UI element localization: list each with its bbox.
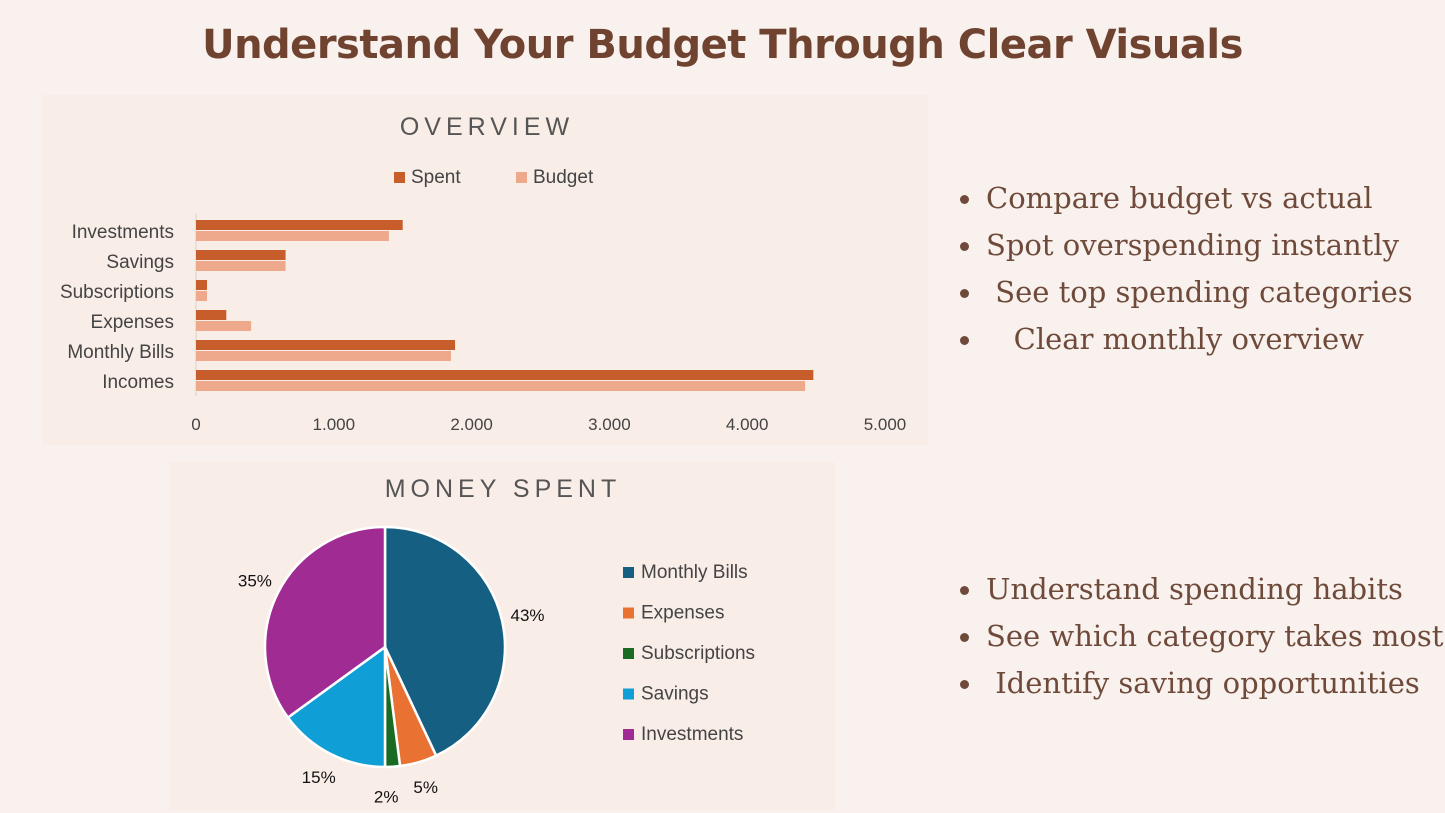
- bar-budget-savings: [196, 261, 286, 271]
- money-spent-pie-chart: MONEY SPENT 43% 5% 2% 15% 35% Monthly Bills Exp…: [238, 475, 755, 807]
- legend-swatch-subscriptions: [623, 648, 634, 659]
- pie-slice-monthly-bills: [383, 525, 507, 758]
- bar-spent-subscriptions: [196, 280, 208, 290]
- benefits-list-bottom: Understand spending habits See which cate…: [958, 566, 1443, 707]
- pie-value-label-savings: 15%: [302, 768, 336, 787]
- pie-value-label-expenses: 5%: [413, 778, 438, 797]
- x-tick-label: 2.000: [450, 415, 493, 434]
- pie-slice-investments: [263, 525, 387, 720]
- category-label-savings: Savings: [106, 252, 174, 273]
- category-label-monthly-bills: Monthly Bills: [67, 342, 174, 363]
- bar-budget-incomes: [196, 381, 806, 391]
- bar-spent-incomes: [196, 370, 814, 380]
- legend-label-spent: Spent: [411, 167, 461, 188]
- x-tick-label: 4.000: [726, 415, 769, 434]
- bullet-item: Clear monthly overview: [958, 316, 1413, 363]
- legend-label-monthly-bills: Monthly Bills: [641, 562, 748, 583]
- money-spent-chart-panel: MONEY SPENT 43% 5% 2% 15% 35% Monthly Bills Exp…: [170, 462, 835, 810]
- category-label-incomes: Incomes: [102, 372, 174, 393]
- legend-swatch-savings: [623, 688, 634, 700]
- x-tick-label: 3.000: [588, 415, 631, 434]
- legend-swatch-investments: [623, 729, 634, 740]
- category-label-investments: Investments: [72, 222, 174, 243]
- bullet-item: Understand spending habits: [958, 566, 1443, 613]
- pie-value-label-monthly-bills: 43%: [510, 606, 544, 625]
- legend-swatch-spent: [394, 172, 405, 183]
- category-label-expenses: Expenses: [91, 312, 174, 333]
- legend-swatch-monthly-bills: [623, 567, 634, 578]
- legend-swatch-expenses: [623, 607, 634, 619]
- pie-value-label-investments: 35%: [238, 572, 272, 591]
- x-tick-label: 0: [191, 415, 200, 434]
- legend-label-expenses: Expenses: [641, 603, 724, 624]
- pie-slice-savings: [286, 644, 387, 769]
- pie-chart-title: MONEY SPENT: [385, 475, 622, 503]
- legend-swatch-budget: [516, 172, 527, 183]
- page-title: Understand Your Budget Through Clear Vis…: [202, 22, 1243, 68]
- bar-budget-subscriptions: [196, 291, 208, 301]
- category-label-subscriptions: Subscriptions: [60, 282, 174, 303]
- legend-label-investments: Investments: [641, 724, 743, 745]
- bar-spent-expenses: [196, 310, 227, 320]
- benefits-list-top: Compare budget vs actual Spot overspendin…: [958, 175, 1413, 363]
- legend-label-budget: Budget: [533, 167, 594, 188]
- overview-chart-panel: OVERVIEW Spent Budget Investments Savings Sub…: [42, 95, 928, 445]
- bar-spent-savings: [196, 250, 286, 260]
- bar-spent-monthly-bills: [196, 340, 456, 350]
- x-tick-label: 5.000: [864, 415, 907, 434]
- bullet-item: See which category takes most: [958, 613, 1443, 660]
- bar-spent-investments: [196, 220, 403, 230]
- pie-value-label-subscriptions: 2%: [374, 788, 399, 807]
- bar-budget-investments: [196, 231, 389, 241]
- overview-chart-title: OVERVIEW: [400, 113, 574, 141]
- x-tick-label: 1.000: [313, 415, 356, 434]
- legend-label-savings: Savings: [641, 684, 709, 705]
- bullet-item: See top spending categories: [958, 269, 1413, 316]
- bullet-item: Identify saving opportunities: [958, 660, 1443, 707]
- bar-budget-expenses: [196, 321, 252, 331]
- legend-label-subscriptions: Subscriptions: [641, 643, 755, 664]
- bullet-item: Compare budget vs actual: [958, 175, 1413, 222]
- bullet-item: Spot overspending instantly: [958, 222, 1413, 269]
- bar-budget-monthly-bills: [196, 351, 451, 361]
- overview-bar-chart: OVERVIEW Spent Budget Investments Savings Sub…: [60, 113, 907, 434]
